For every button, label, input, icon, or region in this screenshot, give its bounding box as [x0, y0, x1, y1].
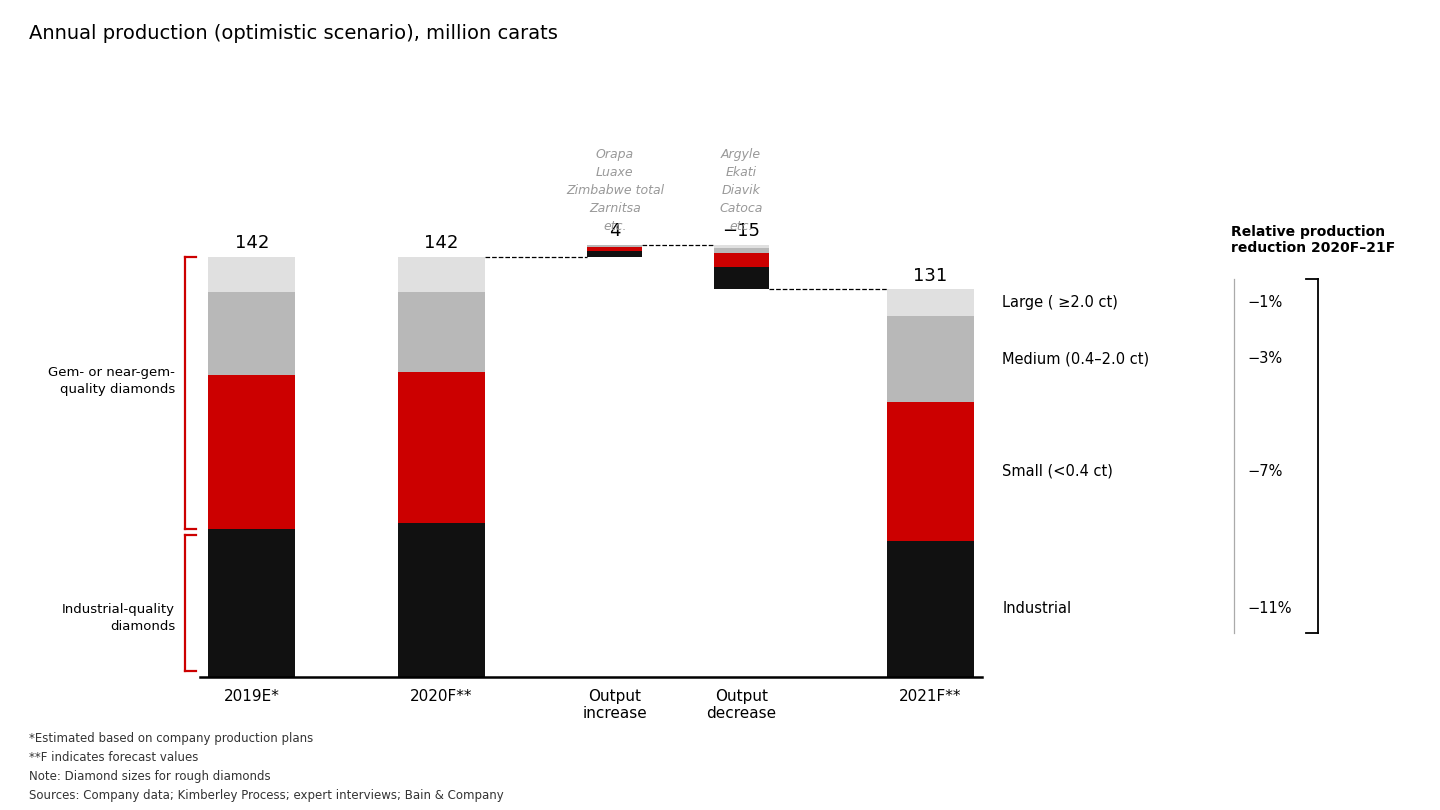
- Text: Industrial-quality
diamonds: Industrial-quality diamonds: [62, 603, 176, 633]
- Bar: [397, 257, 485, 292]
- Bar: [397, 523, 485, 677]
- Text: 2020F**: 2020F**: [410, 688, 472, 704]
- Text: Annual production (optimistic scenario), million carats: Annual production (optimistic scenario),…: [29, 24, 557, 43]
- Bar: [397, 292, 485, 372]
- Text: Medium (0.4–2.0 ct): Medium (0.4–2.0 ct): [1002, 352, 1149, 366]
- Text: Industrial: Industrial: [1002, 601, 1071, 616]
- Bar: [714, 248, 769, 253]
- Text: 4: 4: [609, 223, 621, 241]
- Text: Orapa
Luaxe
Zimbabwe total
Zarnitsa
etc.: Orapa Luaxe Zimbabwe total Zarnitsa etc.: [566, 148, 664, 233]
- Text: Relative production
reduction 2020F–21F: Relative production reduction 2020F–21F: [1231, 225, 1395, 255]
- Text: 2019E*: 2019E*: [223, 688, 279, 704]
- Bar: [714, 267, 769, 289]
- Text: *Estimated based on company production plans
**F indicates forecast values
Note:: *Estimated based on company production p…: [29, 732, 504, 802]
- Text: Output
increase: Output increase: [583, 688, 647, 721]
- Text: −3%: −3%: [1247, 352, 1282, 366]
- Text: Gem- or near-gem-
quality diamonds: Gem- or near-gem- quality diamonds: [49, 366, 176, 396]
- Bar: [209, 257, 295, 292]
- Bar: [588, 245, 642, 247]
- Text: 2021F**: 2021F**: [900, 688, 962, 704]
- Bar: [209, 375, 295, 529]
- Text: Output
decrease: Output decrease: [706, 688, 776, 721]
- Bar: [887, 316, 973, 402]
- Bar: [209, 292, 295, 375]
- Bar: [714, 245, 769, 248]
- Bar: [397, 372, 485, 523]
- Text: Large ( ≥2.0 ct): Large ( ≥2.0 ct): [1002, 295, 1119, 310]
- Bar: [209, 529, 295, 677]
- Bar: [887, 402, 973, 541]
- Text: Small (<0.4 ct): Small (<0.4 ct): [1002, 464, 1113, 479]
- Text: −7%: −7%: [1247, 464, 1283, 479]
- Text: 142: 142: [423, 234, 458, 252]
- Text: Argyle
Ekati
Diavik
Catoca
etc.: Argyle Ekati Diavik Catoca etc.: [720, 148, 763, 233]
- Text: −15: −15: [721, 223, 760, 241]
- Bar: [588, 251, 642, 257]
- Text: 142: 142: [235, 234, 269, 252]
- Bar: [887, 289, 973, 316]
- Bar: [714, 253, 769, 267]
- Text: −11%: −11%: [1247, 601, 1292, 616]
- Bar: [887, 541, 973, 677]
- Text: 131: 131: [913, 266, 948, 285]
- Bar: [588, 247, 642, 251]
- Text: −1%: −1%: [1247, 295, 1283, 310]
